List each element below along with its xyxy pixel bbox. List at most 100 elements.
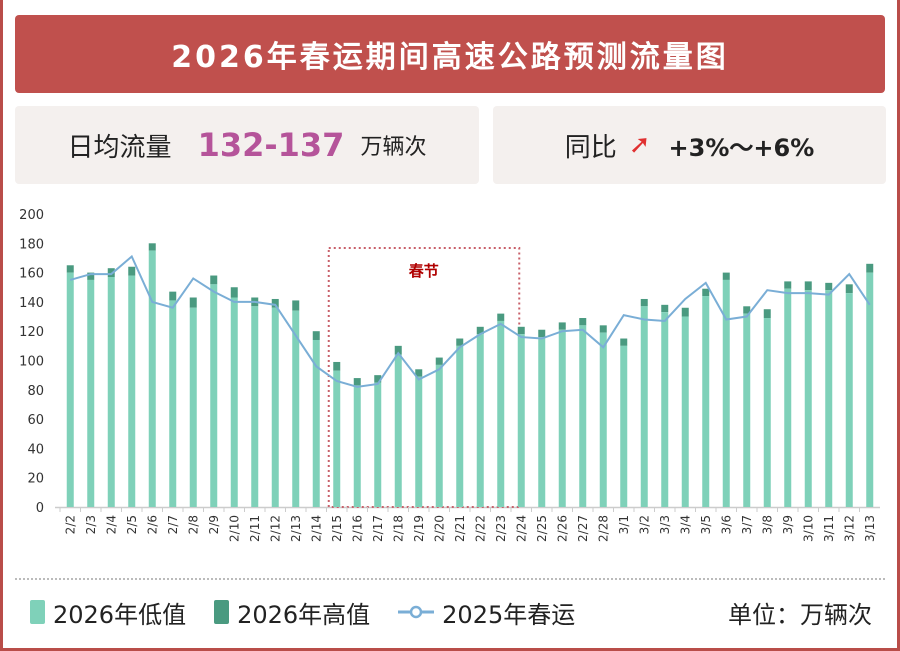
bar-low	[66, 272, 74, 507]
daily-flow-unit: 万辆次	[360, 135, 427, 160]
legend-line-marker	[398, 605, 435, 619]
y-tick-label: 60	[27, 413, 44, 428]
bar-high	[620, 338, 628, 346]
x-tick-label: 3/9	[781, 515, 795, 534]
bar-low	[476, 334, 484, 507]
bar-low	[394, 354, 402, 507]
x-tick-label: 3/2	[637, 515, 651, 534]
y-tick-label: 40	[27, 442, 44, 457]
bar-low	[866, 272, 874, 507]
x-tick-label: 3/12	[842, 515, 856, 542]
bar-high	[210, 275, 218, 285]
bar-low	[763, 318, 771, 507]
bar-low	[661, 312, 669, 507]
x-tick-label: 2/8	[186, 515, 200, 534]
bar-low	[702, 296, 710, 507]
bar-high	[825, 282, 833, 291]
bar-high	[107, 268, 115, 277]
bar-low	[620, 345, 628, 507]
bar-low	[784, 288, 792, 507]
x-tick-label: 3/5	[699, 515, 713, 534]
bar-high	[333, 361, 341, 371]
x-tick-label: 3/6	[719, 515, 733, 534]
y-tick-label: 80	[27, 384, 44, 399]
x-tick-label: 2/28	[596, 515, 610, 542]
bar-high	[415, 369, 423, 377]
bar-low	[825, 290, 833, 507]
x-tick-label: 2/19	[412, 515, 426, 542]
bar-high	[804, 281, 812, 291]
x-tick-label: 2/4	[104, 515, 118, 534]
bar-low	[374, 382, 382, 507]
x-tick-label: 2/21	[453, 515, 467, 542]
y-tick-label: 100	[19, 355, 44, 370]
x-tick-label: 2/6	[145, 515, 159, 534]
bar-high	[681, 307, 689, 317]
x-tick-label: 2/13	[289, 515, 303, 542]
bar-low	[558, 329, 566, 507]
bar-high	[271, 298, 279, 308]
bar-high	[374, 375, 382, 383]
x-tick-label: 2/7	[166, 515, 180, 534]
x-tick-label: 2/5	[125, 515, 139, 534]
legend-high: 2026年高值	[214, 595, 370, 630]
legend-line: 2025年春运	[398, 595, 575, 630]
y-tick-label: 180	[19, 237, 44, 252]
bar-high	[784, 281, 792, 289]
bar-low	[640, 306, 648, 507]
bar-low	[189, 307, 197, 507]
legend-high-label: 2026年高值	[237, 600, 371, 629]
bar-low	[743, 313, 751, 507]
bar-high	[353, 378, 361, 386]
bar-low	[845, 293, 853, 507]
bar-low	[353, 385, 361, 507]
bar-high	[702, 288, 710, 297]
bar-high	[148, 243, 156, 251]
bar-high	[456, 338, 464, 346]
bar-high	[312, 331, 320, 340]
legend-low-label: 2026年低值	[53, 600, 187, 629]
yoy-card: 同比 ➚ +3%～+6%	[493, 106, 886, 184]
bar-low	[87, 279, 95, 507]
x-tick-label: 2/14	[309, 515, 323, 542]
x-tick-label: 2/16	[350, 515, 364, 542]
bar-low	[169, 300, 177, 507]
up-arrow-icon: ➚	[628, 130, 651, 160]
bar-low	[681, 316, 689, 507]
bar-low	[271, 307, 279, 507]
x-tick-label: 3/10	[801, 515, 815, 542]
daily-flow-label: 日均流量	[67, 132, 172, 163]
divider	[15, 578, 885, 580]
x-tick-label: 2/23	[494, 515, 508, 542]
chart: 0 20 40 60 80 100 120 140 160 180 200 春节 2/2 2/3 2/4 2/…	[19, 208, 880, 542]
legend-low: 2026年低值	[30, 595, 186, 630]
x-tick-label: 2/9	[207, 515, 221, 534]
spring-festival-label: 春节	[409, 262, 439, 280]
bar-high	[128, 266, 136, 276]
bar-low	[497, 320, 505, 507]
bar-low	[333, 370, 341, 507]
legend-high-swatch	[214, 600, 230, 624]
bar-high	[394, 345, 402, 355]
bar-high	[599, 325, 607, 333]
x-tick-label: 2/18	[391, 515, 405, 542]
y-tick-label: 200	[19, 208, 44, 223]
x-tick-label: 2/20	[432, 515, 446, 542]
x-tick-label: 3/11	[822, 515, 836, 542]
bar-low	[599, 332, 607, 507]
bar-low	[230, 297, 238, 507]
x-tick-label: 3/1	[617, 515, 631, 534]
bar-high	[538, 329, 546, 338]
legend: 2026年低值 2026年高值 2025年春运	[30, 592, 603, 632]
x-tick-label: 2/25	[535, 515, 549, 542]
bar-low	[107, 276, 115, 507]
x-tick-label: 2/3	[84, 515, 98, 534]
x-tick-label: 2/11	[248, 515, 262, 542]
yoy-label: 同比	[564, 132, 617, 163]
y-tick-label: 160	[19, 267, 44, 282]
y-tick-label: 0	[36, 501, 44, 516]
x-tick-label: 3/7	[740, 515, 754, 534]
bar-high	[640, 298, 648, 307]
daily-flow-value: 132-137	[197, 126, 345, 164]
